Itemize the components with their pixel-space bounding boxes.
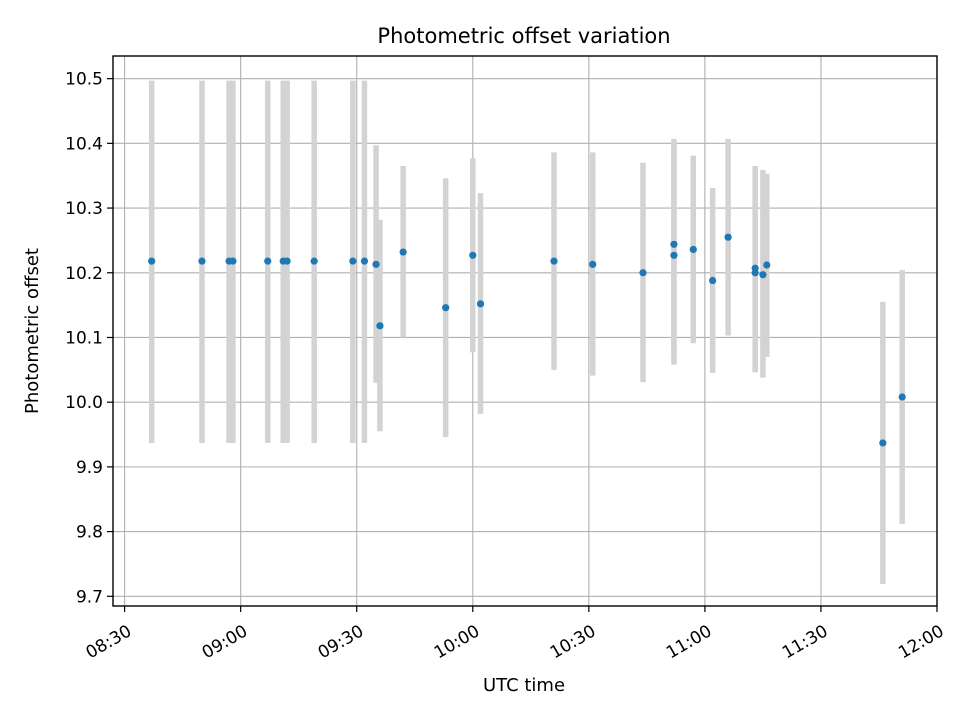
data-point — [360, 257, 369, 265]
data-point — [148, 257, 156, 265]
data-point — [376, 322, 384, 330]
data-point — [550, 257, 558, 265]
data-point — [442, 304, 450, 312]
grid-lines — [113, 56, 938, 606]
axes-frame — [112, 55, 938, 607]
y-tick-label: 9.9 — [76, 458, 103, 478]
y-tick-label: 9.7 — [76, 587, 103, 607]
data-point — [589, 260, 597, 268]
data-point — [372, 260, 380, 268]
data-point — [709, 276, 717, 285]
data-point — [476, 300, 485, 308]
chart-title: Photometric offset variation — [377, 24, 670, 48]
data-point — [198, 257, 206, 265]
data-point — [759, 271, 767, 279]
plot-area — [112, 55, 938, 607]
data-point — [310, 257, 318, 265]
data-point — [689, 245, 697, 254]
data-point — [639, 269, 647, 277]
data-point — [898, 393, 906, 401]
y-tick-label: 10.0 — [65, 393, 103, 413]
y-tick-label: 10.3 — [65, 199, 103, 219]
y-tick-label: 10.2 — [65, 264, 103, 284]
y-tick-label: 10.4 — [65, 134, 103, 154]
data-point — [724, 233, 732, 241]
y-axis-label: Photometric offset — [22, 248, 43, 414]
data-point — [670, 240, 678, 248]
data-point — [751, 269, 759, 277]
data-point — [264, 257, 272, 265]
data-points — [148, 233, 906, 447]
x-axis-label: UTC time — [483, 675, 565, 696]
y-tick-label: 10.5 — [65, 70, 103, 90]
y-tick-label: 10.1 — [65, 328, 103, 348]
y-tick-label: 9.8 — [76, 523, 103, 543]
data-point — [469, 251, 477, 259]
data-point — [763, 261, 771, 269]
data-point — [283, 257, 291, 265]
data-point — [229, 257, 237, 265]
data-point — [399, 248, 407, 256]
data-point — [879, 439, 887, 447]
data-point — [670, 251, 678, 259]
y-axis-ticks: 9.7 9.8 9.9 10.0 10.1 10.2 10.3 10.4 10.5 — [65, 70, 113, 607]
data-point — [349, 257, 357, 265]
